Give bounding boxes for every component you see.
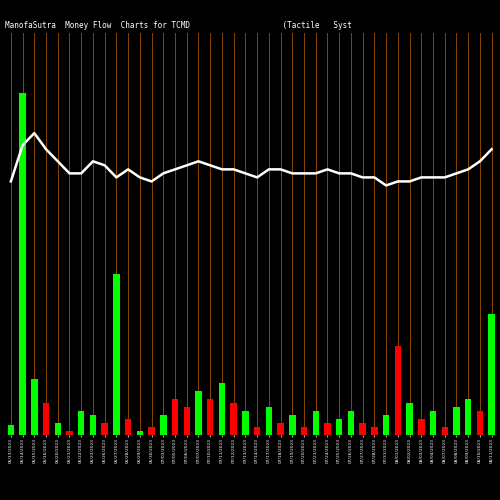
Bar bbox=[90, 415, 96, 435]
Bar bbox=[476, 411, 483, 435]
Bar bbox=[148, 427, 155, 435]
Bar bbox=[172, 399, 178, 435]
Bar bbox=[465, 399, 471, 435]
Bar bbox=[230, 403, 237, 435]
Bar bbox=[207, 399, 214, 435]
Bar bbox=[66, 431, 72, 435]
Bar bbox=[184, 407, 190, 435]
Bar bbox=[453, 407, 460, 435]
Bar bbox=[102, 423, 108, 435]
Bar bbox=[406, 403, 413, 435]
Bar bbox=[289, 415, 296, 435]
Bar bbox=[20, 93, 26, 435]
Bar bbox=[31, 378, 38, 435]
Bar bbox=[113, 274, 119, 435]
Bar bbox=[136, 431, 143, 435]
Bar bbox=[324, 423, 330, 435]
Bar bbox=[371, 427, 378, 435]
Bar bbox=[160, 415, 166, 435]
Bar bbox=[348, 411, 354, 435]
Bar bbox=[278, 423, 284, 435]
Bar bbox=[125, 419, 132, 435]
Bar bbox=[78, 411, 84, 435]
Bar bbox=[266, 407, 272, 435]
Bar bbox=[196, 390, 202, 435]
Bar bbox=[394, 346, 401, 435]
Bar bbox=[301, 427, 307, 435]
Bar bbox=[430, 411, 436, 435]
Bar bbox=[43, 403, 50, 435]
Bar bbox=[8, 425, 14, 435]
Bar bbox=[54, 423, 61, 435]
Bar bbox=[242, 411, 248, 435]
Bar bbox=[336, 419, 342, 435]
Bar bbox=[360, 423, 366, 435]
Bar bbox=[312, 411, 319, 435]
Bar bbox=[488, 314, 495, 435]
Bar bbox=[418, 419, 424, 435]
Bar bbox=[383, 415, 390, 435]
Text: ManofaSutra  Money Flow  Charts for TCMD                    (Tactile   Syst: ManofaSutra Money Flow Charts for TCMD (… bbox=[5, 21, 352, 30]
Bar bbox=[218, 382, 225, 435]
Bar bbox=[254, 427, 260, 435]
Bar bbox=[442, 427, 448, 435]
